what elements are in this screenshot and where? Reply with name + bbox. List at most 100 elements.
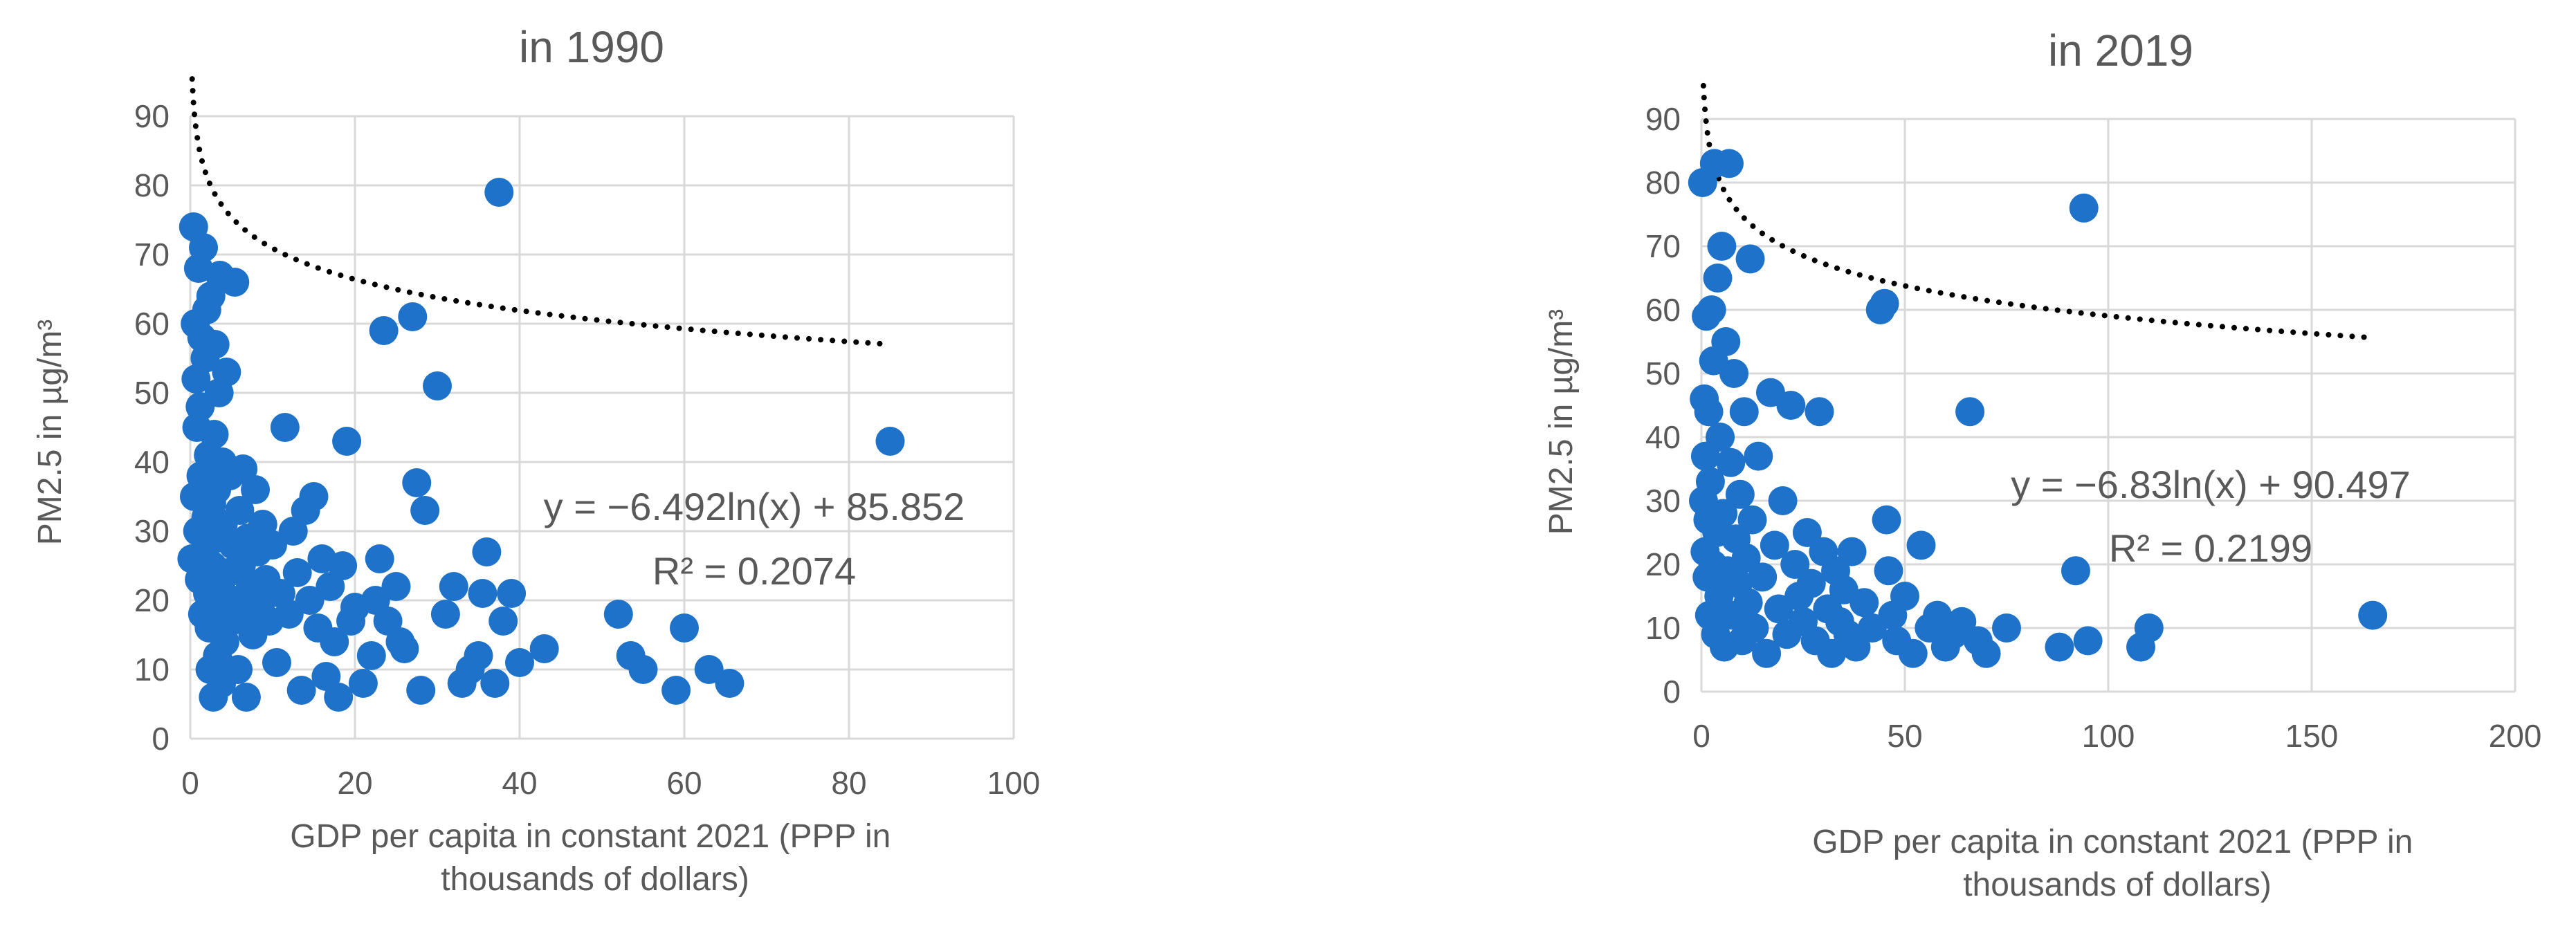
data-point (332, 427, 362, 456)
data-point (1805, 397, 1834, 427)
y-axis-label: PM2.5 in µg/m³ (1543, 309, 1580, 535)
data-point (430, 600, 460, 629)
data-point (661, 676, 691, 705)
data-point (1955, 397, 1985, 427)
y-tick-label: 80 (134, 167, 170, 203)
data-point (1792, 518, 1822, 547)
data-point (715, 669, 745, 698)
data-point (484, 178, 514, 207)
y-tick-label: 70 (134, 237, 170, 272)
data-point (2045, 632, 2074, 662)
x-tick-label: 20 (337, 765, 372, 801)
data-point (1890, 582, 1919, 611)
data-point (1780, 550, 1810, 579)
data-point (1697, 295, 1726, 324)
data-point (381, 572, 411, 601)
data-point (468, 579, 497, 608)
data-point (1735, 244, 1765, 274)
data-point (423, 371, 452, 400)
data-point (270, 413, 300, 442)
data-points (177, 178, 905, 712)
data-point (241, 475, 271, 504)
data-point (1898, 638, 1928, 668)
data-point (274, 600, 304, 629)
data-point (1760, 530, 1789, 560)
data-point (488, 607, 518, 636)
data-point (299, 482, 329, 511)
data-point (1703, 264, 1733, 293)
x-tick-label: 150 (2285, 718, 2339, 754)
x-tick-label: 40 (502, 765, 537, 801)
data-point (1694, 397, 1724, 427)
data-point (464, 641, 493, 670)
data-point (1947, 607, 1977, 636)
data-point (1708, 499, 1738, 528)
data-point (1719, 359, 1749, 388)
y-tick-label: 50 (1645, 355, 1681, 391)
data-point (480, 669, 510, 698)
data-point (369, 316, 399, 345)
data-point (1711, 327, 1741, 356)
data-point (2069, 193, 2099, 223)
data-point (199, 420, 229, 449)
data-point (282, 558, 312, 587)
data-point (231, 683, 261, 712)
gridlines (1700, 118, 2516, 693)
data-point (505, 648, 534, 677)
y-tick-label: 40 (134, 444, 170, 480)
y-axis-label: PM2.5 in µg/m³ (32, 320, 68, 545)
y-tick-label: 0 (1663, 674, 1681, 710)
y-tick-label: 20 (1645, 546, 1681, 582)
y-tick-label: 30 (134, 513, 170, 549)
x-tick-label: 0 (181, 765, 199, 801)
data-point (295, 586, 325, 615)
data-point (603, 600, 633, 629)
y-tick-label: 50 (134, 375, 170, 411)
y-tick-label: 60 (134, 306, 170, 342)
data-point (497, 579, 527, 608)
data-point (225, 496, 255, 525)
trendline-equation: y = −6.83ln(x) + 90.497 (2011, 463, 2411, 506)
y-tick-label: 40 (1645, 419, 1681, 455)
trendline (1700, 82, 2368, 340)
y-tick-label: 90 (1645, 101, 1681, 137)
r-squared: R² = 0.2199 (2109, 526, 2312, 570)
data-point (1870, 288, 1899, 318)
data-point (324, 683, 354, 712)
chart-title: in 2019 (2048, 26, 2193, 75)
data-point (348, 669, 378, 698)
y-tick-label: 90 (134, 98, 170, 134)
data-point (2061, 556, 2090, 586)
data-point (1796, 569, 1826, 598)
x-axis-label: GDP per capita in constant 2021 (PPP in … (290, 818, 899, 898)
data-point (875, 427, 905, 456)
x-axis-label-line-1: GDP per capita in constant 2021 (PPP in (290, 818, 890, 855)
data-point (320, 627, 349, 656)
data-point (1729, 397, 1759, 427)
data-point (2073, 626, 2103, 656)
data-point (1706, 423, 1735, 452)
trendline-equation: y = −6.492ln(x) + 85.852 (544, 485, 965, 528)
data-point (1906, 530, 1936, 560)
data-point (1841, 632, 1871, 662)
x-tick-label: 0 (1692, 718, 1710, 754)
data-point (628, 655, 658, 684)
trendline-path (189, 76, 893, 347)
data-point (1874, 556, 1903, 586)
data-point (1737, 505, 1767, 535)
data-point (220, 268, 250, 297)
x-tick-label: 60 (666, 765, 702, 801)
data-point (439, 572, 468, 601)
data-point (356, 641, 386, 670)
data-point (365, 544, 394, 573)
data-point (1725, 479, 1755, 509)
y-tick-label: 20 (134, 582, 170, 618)
data-point (1731, 543, 1761, 573)
data-point (286, 676, 316, 705)
x-axis-label-line-2: thousands of dollars) (441, 861, 749, 898)
data-point (410, 496, 440, 525)
data-point (1714, 149, 1744, 178)
